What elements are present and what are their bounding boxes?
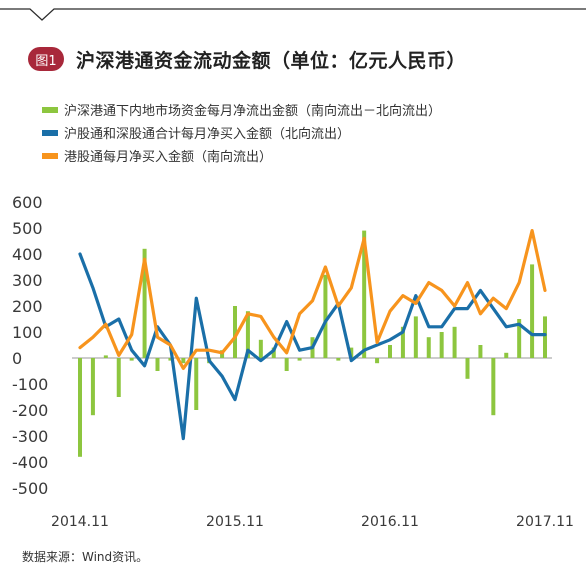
- bar-net-outflow: [181, 358, 186, 364]
- bar-net-outflow: [116, 358, 121, 397]
- bar-net-outflow: [491, 358, 496, 416]
- bar-net-outflow: [517, 319, 522, 358]
- bar-net-outflow: [103, 355, 108, 358]
- legend-swatch-net-outflow: [42, 106, 58, 113]
- bar-net-outflow: [439, 332, 444, 358]
- source-note: 数据来源：Wind资讯。: [22, 550, 149, 564]
- line-southbound: [78, 229, 547, 370]
- bar-net-outflow: [543, 316, 547, 358]
- legend-label-net-outflow: 沪深港通下内地市场资金每月净流出金额（南向流出－北向流出）: [64, 104, 442, 119]
- legend-label-southbound: 港股通每月净买入金额（南向流出）: [64, 150, 273, 165]
- y-tick-label: 0: [12, 349, 22, 368]
- top-frame-notch: [0, 8, 586, 21]
- chart-legend: 沪深港通下内地市场资金每月净流出金额（南向流出－北向流出） 沪股通和深股通合计每…: [42, 100, 441, 169]
- y-tick-label: 200: [12, 297, 43, 316]
- y-tick-label: -500: [12, 479, 48, 498]
- y-tick-label: -200: [12, 401, 48, 420]
- bar-net-outflow: [323, 274, 328, 358]
- bar-net-outflow: [168, 358, 173, 361]
- y-tick-label: -400: [12, 453, 48, 472]
- bar-net-outflow: [388, 345, 392, 358]
- line-northbound: [78, 252, 547, 441]
- bar-net-outflow: [297, 358, 302, 361]
- bar-net-outflow: [336, 358, 341, 361]
- bar-net-outflow: [245, 311, 250, 358]
- bar-net-outflow: [413, 316, 418, 358]
- bar-net-outflow: [233, 306, 237, 358]
- bar-net-outflow: [452, 326, 457, 358]
- combo-chart: 6005004003002001000-100-200-300-400-5002…: [12, 193, 574, 530]
- bar-net-outflow: [78, 358, 82, 457]
- y-tick-label: -100: [12, 375, 48, 394]
- x-tick-label: 2015.11: [206, 514, 264, 530]
- legend-item-southbound: 港股通每月净买入金额（南向流出）: [42, 146, 441, 165]
- legend-label-northbound: 沪股通和深股通合计每月净买入金额（北向流出）: [64, 127, 351, 142]
- y-tick-label: 600: [12, 193, 43, 212]
- y-tick-label: 100: [12, 323, 43, 342]
- bar-net-outflow: [426, 337, 431, 358]
- bar-net-outflow: [90, 358, 95, 416]
- legend-swatch-southbound: [42, 152, 58, 159]
- bar-net-outflow: [362, 230, 367, 358]
- y-tick-label: 500: [12, 219, 43, 238]
- figure-title: 沪深港通资金流动金额（单位：亿元人民币）: [76, 49, 467, 72]
- bar-net-outflow: [258, 339, 263, 358]
- y-tick-label: 300: [12, 271, 43, 290]
- legend-item-northbound: 沪股通和深股通合计每月净买入金额（北向流出）: [42, 123, 441, 142]
- bar-net-outflow: [465, 358, 470, 379]
- legend-item-net-outflow: 沪深港通下内地市场资金每月净流出金额（南向流出－北向流出）: [42, 100, 441, 119]
- bar-net-outflow: [375, 358, 380, 364]
- figure-title-row: 图1 沪深港通资金流动金额（单位：亿元人民币）: [28, 44, 466, 74]
- bar-net-outflow: [478, 345, 483, 358]
- bar-net-outflow: [504, 352, 509, 358]
- bar-net-outflow: [155, 358, 160, 371]
- bar-net-outflow: [349, 347, 354, 358]
- figure-badge: 图1: [28, 47, 64, 71]
- bar-net-outflow: [400, 326, 405, 358]
- legend-swatch-northbound: [42, 129, 58, 136]
- y-tick-label: -300: [12, 427, 48, 446]
- x-tick-label: 2016.11: [361, 514, 419, 530]
- bar-net-outflow: [129, 358, 134, 361]
- bar-net-outflow: [284, 358, 289, 371]
- y-tick-label: 400: [12, 245, 43, 264]
- x-tick-label: 2017.11: [516, 514, 574, 530]
- bar-net-outflow: [271, 347, 276, 358]
- bar-net-outflow: [530, 264, 535, 358]
- x-tick-label: 2014.11: [51, 514, 109, 530]
- bar-net-outflow: [194, 358, 199, 410]
- bar-net-outflow: [142, 248, 147, 358]
